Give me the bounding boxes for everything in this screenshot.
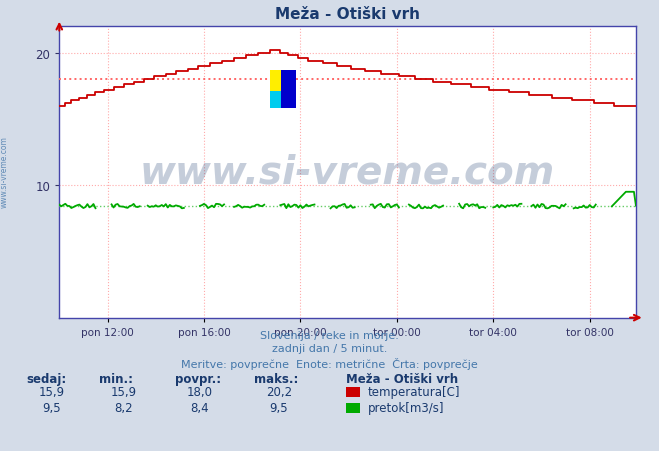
Text: Meža - Otiški vrh: Meža - Otiški vrh xyxy=(346,372,458,385)
Text: temperatura[C]: temperatura[C] xyxy=(368,386,460,399)
Text: povpr.:: povpr.: xyxy=(175,372,221,385)
Text: Meritve: povprečne  Enote: metrične  Črta: povprečje: Meritve: povprečne Enote: metrične Črta:… xyxy=(181,357,478,369)
Text: Slovenija / reke in morje.: Slovenija / reke in morje. xyxy=(260,330,399,340)
Text: 20,2: 20,2 xyxy=(266,386,292,399)
Text: 9,5: 9,5 xyxy=(42,401,61,414)
Text: min.:: min.: xyxy=(99,372,133,385)
Text: maks.:: maks.: xyxy=(254,372,298,385)
Text: 8,2: 8,2 xyxy=(115,401,133,414)
Text: zadnji dan / 5 minut.: zadnji dan / 5 minut. xyxy=(272,344,387,354)
Text: 15,9: 15,9 xyxy=(38,386,65,399)
Text: 15,9: 15,9 xyxy=(111,386,137,399)
Text: www.si-vreme.com: www.si-vreme.com xyxy=(140,153,556,192)
Text: 18,0: 18,0 xyxy=(186,386,213,399)
Text: www.si-vreme.com: www.si-vreme.com xyxy=(0,135,9,207)
Text: 8,4: 8,4 xyxy=(190,401,209,414)
Title: Meža - Otiški vrh: Meža - Otiški vrh xyxy=(275,7,420,22)
Text: 9,5: 9,5 xyxy=(270,401,288,414)
Text: pretok[m3/s]: pretok[m3/s] xyxy=(368,401,444,414)
Bar xyxy=(281,71,296,109)
Bar xyxy=(270,92,284,109)
Text: sedaj:: sedaj: xyxy=(26,372,67,385)
Bar xyxy=(270,71,284,92)
